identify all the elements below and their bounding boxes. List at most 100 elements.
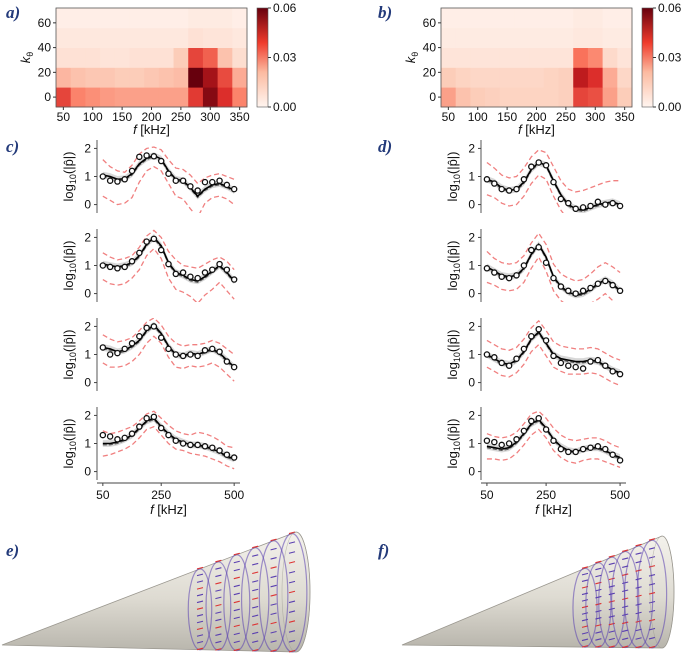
heatmap-cell bbox=[470, 67, 486, 88]
measured-point bbox=[594, 356, 602, 364]
vector-ring bbox=[223, 554, 251, 652]
cone-illustration-e bbox=[1, 531, 311, 653]
measured-point bbox=[572, 290, 579, 297]
measured-point bbox=[572, 448, 579, 456]
vector-arrow bbox=[635, 620, 642, 623]
measured-point bbox=[528, 417, 535, 425]
measured-point bbox=[557, 445, 565, 453]
vector-arrow bbox=[622, 621, 629, 625]
measured-point bbox=[602, 362, 609, 369]
y-tick-label: 2 bbox=[468, 230, 475, 244]
heatmap-cell bbox=[485, 27, 501, 48]
subplot-content bbox=[99, 318, 238, 382]
measured-point bbox=[121, 345, 128, 353]
measured-point bbox=[498, 273, 505, 280]
vector-arrow bbox=[635, 637, 642, 640]
heatmap-cell bbox=[129, 27, 145, 48]
measured-point bbox=[587, 284, 594, 292]
x-tick-label: 200 bbox=[141, 110, 161, 124]
measured-point bbox=[550, 352, 557, 360]
subplot-content bbox=[483, 232, 624, 302]
heatmap-cell bbox=[217, 87, 233, 108]
x-axis-label: f [kHz] bbox=[518, 122, 555, 137]
heatmap-cell bbox=[543, 8, 559, 29]
measured-point bbox=[498, 441, 505, 449]
heatmap-cell bbox=[129, 67, 145, 88]
heatmap-cell bbox=[529, 87, 545, 108]
measured-point bbox=[542, 337, 550, 344]
y-tick-label: 1 bbox=[468, 259, 475, 273]
x-tick-label: 350 bbox=[615, 110, 635, 124]
heatmap-cell bbox=[514, 87, 530, 108]
measured-point bbox=[230, 276, 238, 283]
measured-point bbox=[172, 270, 180, 278]
vector-arrow bbox=[581, 599, 589, 602]
vector-ring bbox=[187, 568, 213, 651]
measured-point bbox=[528, 332, 535, 340]
vector-arrow bbox=[648, 609, 656, 613]
heatmap-cell bbox=[70, 27, 86, 48]
vector-arrow bbox=[622, 589, 629, 593]
vector-arrow bbox=[252, 580, 259, 583]
vector-arrow bbox=[196, 573, 204, 577]
measured-point bbox=[136, 423, 143, 430]
measured-point bbox=[150, 413, 158, 421]
vector-arrow bbox=[608, 645, 615, 648]
vector-arrow bbox=[608, 555, 615, 558]
vector-arrow bbox=[196, 620, 204, 624]
vector-arrow bbox=[648, 538, 656, 541]
heatmap-cell bbox=[587, 87, 604, 108]
heatmap-cell bbox=[85, 87, 101, 108]
heatmap-cell bbox=[144, 87, 160, 108]
measured-point bbox=[150, 323, 158, 330]
heatmap-cell bbox=[602, 87, 618, 108]
y-tick-label: 0 bbox=[44, 90, 51, 104]
heatmap-cell bbox=[173, 67, 189, 88]
heatmap-cell bbox=[202, 67, 219, 88]
measured-point bbox=[616, 457, 624, 464]
vector-arrow bbox=[215, 648, 222, 651]
measured-point bbox=[157, 424, 165, 432]
heatmap-cell bbox=[470, 27, 486, 48]
y-tick-label: 20 bbox=[38, 65, 52, 79]
vector-arrow bbox=[233, 624, 240, 628]
vector-arrow bbox=[581, 592, 589, 596]
measured-point bbox=[187, 441, 194, 449]
measured-point bbox=[143, 324, 150, 332]
measured-point bbox=[483, 176, 491, 183]
y-tick-label: 0 bbox=[468, 287, 475, 301]
uncertainty-band bbox=[486, 328, 621, 377]
measured-point bbox=[572, 205, 579, 213]
heatmap-cell bbox=[188, 87, 204, 108]
heatmap-cell bbox=[470, 8, 486, 29]
x-tick-label: 250 bbox=[536, 488, 556, 502]
y-tick-label: 1 bbox=[84, 348, 91, 362]
y-tick-label: 1 bbox=[84, 437, 91, 451]
vector-arrow bbox=[196, 580, 204, 583]
heatmap-cell bbox=[485, 47, 501, 68]
lower-bound-line bbox=[102, 425, 235, 470]
vector-arrow bbox=[233, 600, 240, 604]
vector-arrow bbox=[196, 587, 204, 590]
measured-point bbox=[223, 181, 231, 189]
vector-arrow bbox=[581, 605, 589, 609]
vector-arrow bbox=[270, 594, 277, 597]
vector-arrow bbox=[196, 640, 204, 644]
heatmap-cell bbox=[470, 47, 486, 68]
vector-arrow bbox=[215, 581, 222, 585]
measured-point bbox=[172, 437, 180, 444]
vector-arrow bbox=[233, 616, 240, 620]
measured-point bbox=[483, 437, 491, 444]
measured-point bbox=[143, 414, 150, 422]
subplot-content bbox=[99, 229, 238, 302]
measured-point bbox=[209, 178, 216, 186]
heatmap-cell bbox=[100, 67, 116, 88]
heatmap-cell bbox=[573, 47, 589, 68]
y-tick-label: 40 bbox=[423, 41, 437, 55]
colorbar-tick-label: 0.00 bbox=[658, 100, 682, 114]
vector-arrow bbox=[270, 584, 277, 588]
heatmap-cell bbox=[587, 8, 604, 29]
vector-arrow bbox=[648, 547, 656, 550]
measured-point bbox=[121, 434, 128, 442]
vector-ring bbox=[623, 545, 654, 649]
